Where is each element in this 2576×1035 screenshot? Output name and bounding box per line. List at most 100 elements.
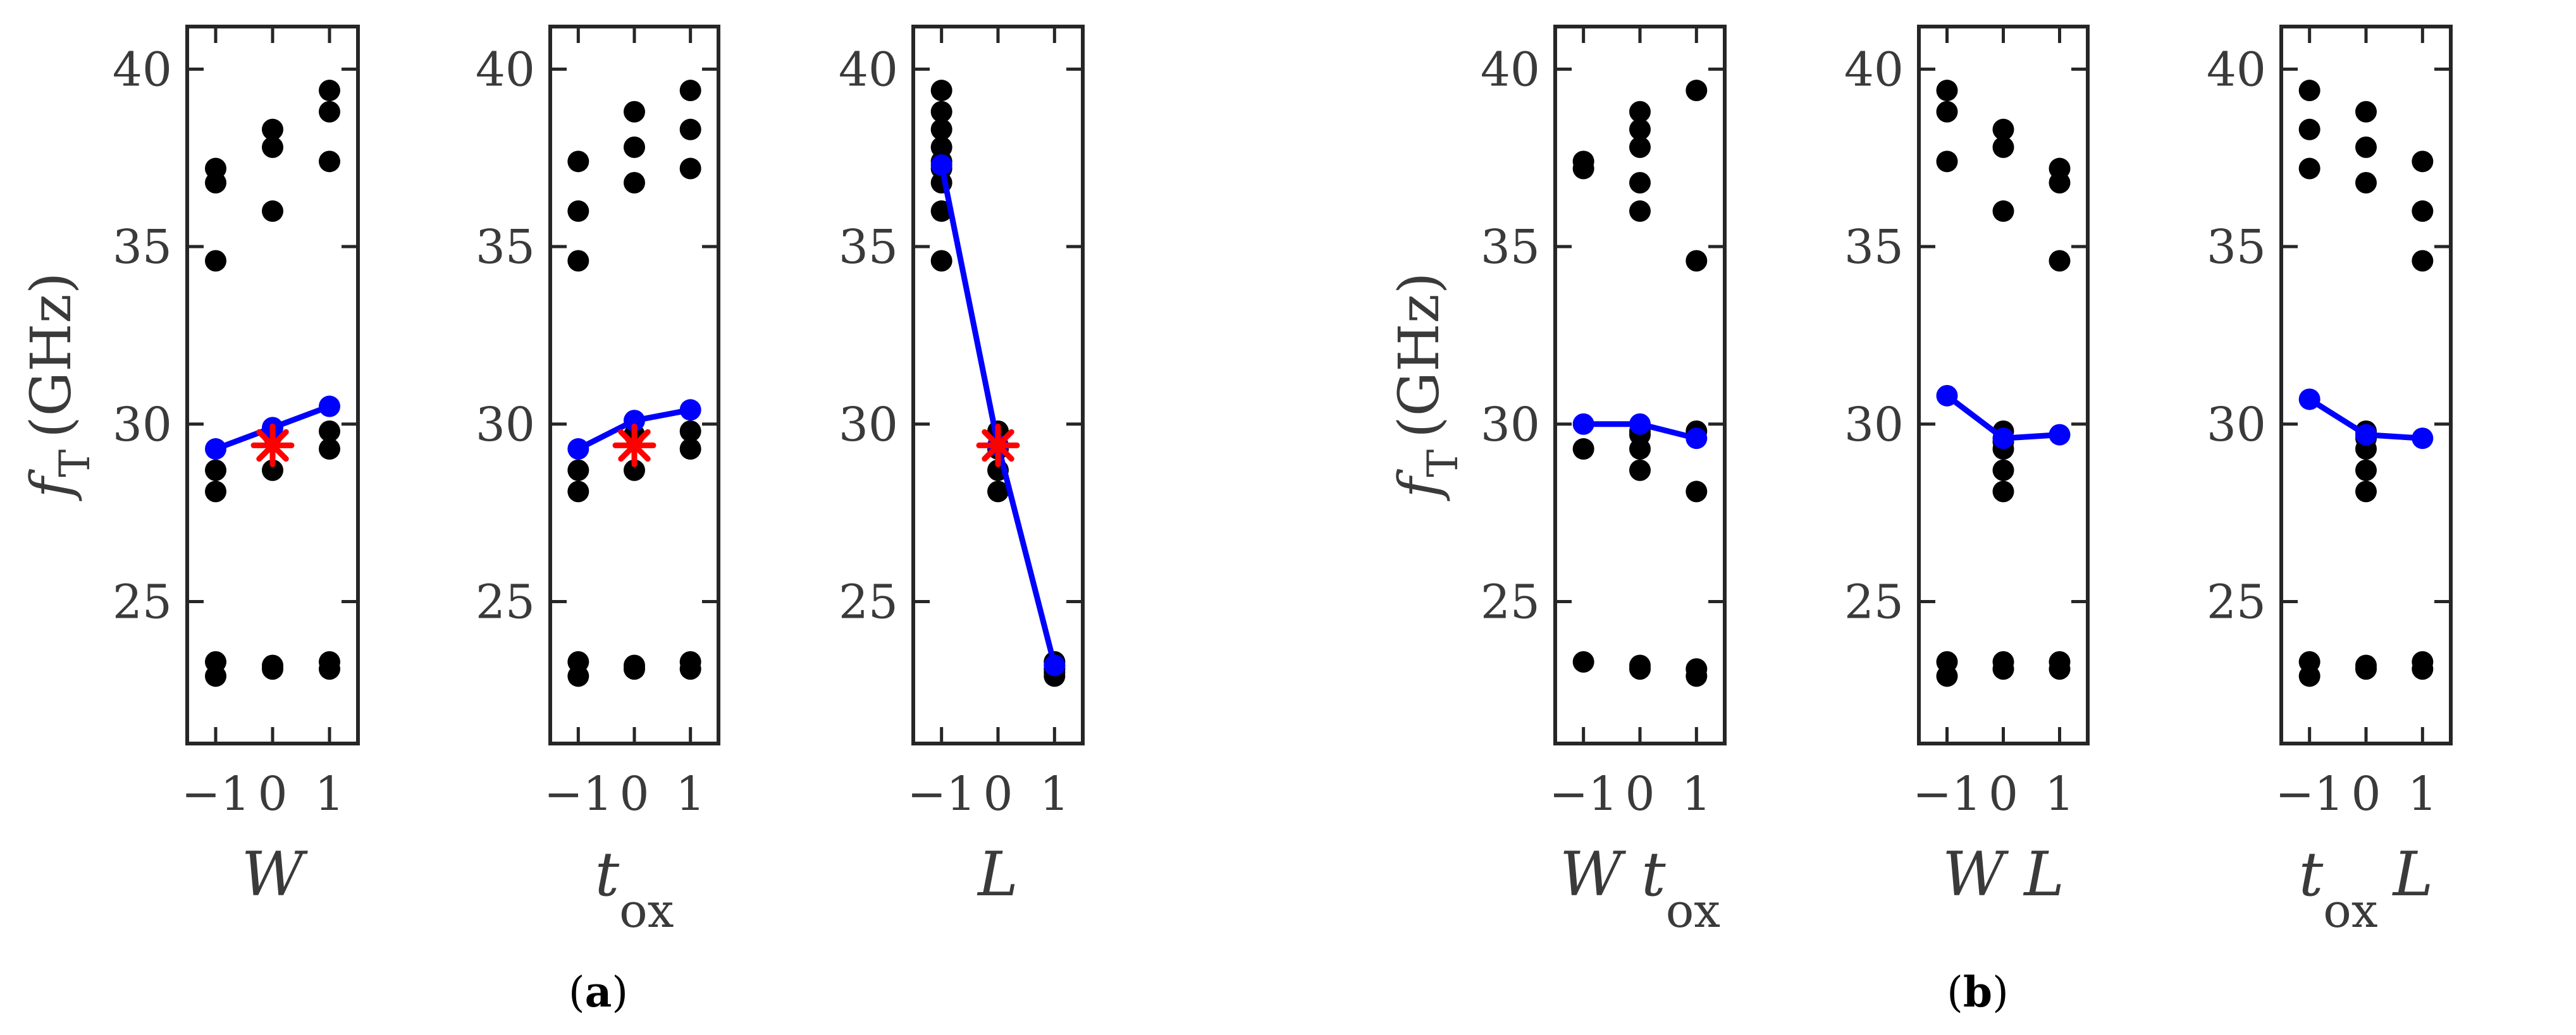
x-tick-label: 1 <box>2045 767 2074 821</box>
data-point <box>930 80 952 102</box>
x-tick-label: 1 <box>1040 767 1069 821</box>
y-tick-label: 40 <box>1481 42 1540 97</box>
data-point <box>2355 172 2377 194</box>
chart-panel-4: 25 30 35 40 −1 0 1 W tox fT(GHz) <box>1386 25 1727 938</box>
data-point <box>2355 481 2377 503</box>
caption-b: (b) <box>1947 967 2009 1017</box>
y-tick-label: 40 <box>1844 42 1904 97</box>
y-tick-label: 35 <box>839 220 898 274</box>
x-tick-label: −1 <box>1913 767 1981 821</box>
main-effect-point <box>1936 384 1958 407</box>
x-tick-label: 1 <box>2408 767 2437 821</box>
main-effect-point <box>1629 413 1651 435</box>
data-point <box>262 200 283 222</box>
x-tick-label: −1 <box>544 767 613 821</box>
data-point <box>319 420 340 442</box>
y-tick-label: 25 <box>476 575 535 629</box>
data-point <box>1685 80 1708 102</box>
x-tick-label: 0 <box>983 767 1013 821</box>
data-point <box>319 150 340 173</box>
x-tick-label: 0 <box>2351 767 2381 821</box>
x-tick-label: 1 <box>314 767 344 821</box>
main-effect-point <box>930 154 952 176</box>
main-effect-point <box>2049 424 2071 446</box>
y-tick-label: 25 <box>113 575 172 629</box>
data-point <box>567 459 589 481</box>
data-point <box>679 420 701 442</box>
data-point <box>1992 118 2014 140</box>
data-point <box>2049 658 2071 680</box>
data-point <box>1629 438 1651 460</box>
main-effect-point <box>679 399 701 421</box>
center-point-marker <box>250 423 295 467</box>
data-point <box>679 658 701 680</box>
data-point <box>2355 136 2377 158</box>
data-point <box>624 101 645 123</box>
data-point <box>679 80 701 102</box>
data-point <box>1629 118 1651 140</box>
data-point <box>624 136 645 158</box>
data-point <box>1992 658 2014 680</box>
chart-panel-3: 25 30 35 40 −1 0 1L <box>839 25 1085 910</box>
main-effect-line <box>939 164 1057 666</box>
data-point <box>987 481 1009 503</box>
y-tick-label: 35 <box>113 220 172 274</box>
y-tick-label: 40 <box>476 42 535 97</box>
center-point-marker <box>612 423 656 467</box>
data-point <box>262 118 283 140</box>
main-effect-point <box>2412 427 2434 450</box>
center-point-stroke <box>256 429 289 462</box>
main-effect-point <box>319 395 340 417</box>
y-tick-label: 25 <box>1481 575 1540 629</box>
center-point-stroke <box>982 429 1014 462</box>
y-tick-label: 30 <box>476 398 535 452</box>
main-effect-point <box>1992 427 2014 450</box>
data-point <box>205 172 226 194</box>
data-point <box>1629 658 1651 680</box>
data-point <box>567 150 589 173</box>
main-effect-point <box>1572 413 1594 435</box>
data-point <box>1572 438 1594 460</box>
data-point <box>679 118 701 140</box>
data-point <box>1992 200 2014 222</box>
data-point <box>930 101 952 123</box>
x-tick-label: −1 <box>1549 767 1618 821</box>
data-point <box>319 438 340 460</box>
center-point-marker <box>976 423 1020 467</box>
data-point <box>2412 250 2434 272</box>
data-point <box>1685 481 1708 503</box>
data-point <box>205 481 226 503</box>
chart-panel-5: 25 30 35 40 −1 0 1 W L <box>1844 25 2090 910</box>
y-tick-label: 30 <box>2207 398 2266 452</box>
data-point <box>1572 651 1594 673</box>
y-tick-label: 30 <box>1481 398 1540 452</box>
y-tick-label: 40 <box>2207 42 2266 97</box>
y-tick-label: 40 <box>839 42 898 97</box>
data-point <box>1629 101 1651 123</box>
data-point <box>2298 80 2320 102</box>
data-point <box>2049 172 2071 194</box>
y-tick-label: 25 <box>839 575 898 629</box>
data-point <box>567 200 589 222</box>
data-point <box>262 136 283 158</box>
data-point <box>1629 200 1651 222</box>
x-tick-label: −1 <box>2275 767 2344 821</box>
data-point <box>319 658 340 680</box>
data-point <box>930 118 952 140</box>
data-point <box>567 250 589 272</box>
data-point <box>679 438 701 460</box>
data-point <box>1936 150 1958 173</box>
data-point <box>1685 250 1708 272</box>
data-point <box>1936 80 1958 102</box>
center-point-stroke <box>618 429 651 462</box>
data-point <box>1936 101 1958 123</box>
data-point <box>567 665 589 687</box>
main-effect-point <box>624 410 645 432</box>
x-axis-label: W tox <box>1560 839 1720 938</box>
main-effect-point <box>2298 388 2320 410</box>
data-point <box>2355 459 2377 481</box>
